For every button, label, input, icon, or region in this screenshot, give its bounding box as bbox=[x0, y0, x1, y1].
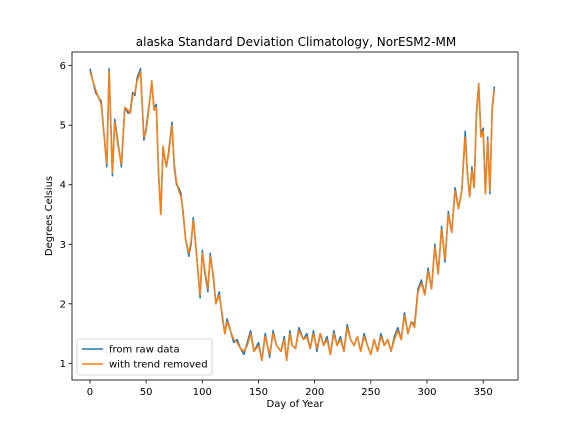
y-tick-label: 5 bbox=[60, 121, 66, 132]
chart-title: alaska Standard Deviation Climatology, N… bbox=[136, 35, 456, 49]
series-layer bbox=[89, 67, 496, 362]
legend-box bbox=[76, 338, 213, 376]
series-line-raw bbox=[89, 67, 496, 362]
plot-area bbox=[71, 51, 519, 381]
y-tick-label: 4 bbox=[60, 180, 66, 191]
x-tick-label: 150 bbox=[249, 387, 268, 398]
legend-label-raw: from raw data bbox=[109, 345, 180, 356]
legend-label-detrended: with trend removed bbox=[109, 360, 208, 371]
x-tick-label: 100 bbox=[193, 387, 212, 398]
legend: from raw data with trend removed bbox=[76, 338, 213, 376]
y-tick-label: 6 bbox=[60, 61, 66, 72]
series-line-detrended bbox=[89, 70, 496, 362]
x-tick-label: 0 bbox=[87, 387, 93, 398]
x-tick-label: 250 bbox=[361, 387, 380, 398]
y-tick-label: 1 bbox=[60, 359, 66, 370]
y-axis: 1 2 3 4 5 6 bbox=[60, 61, 72, 370]
x-tick-label: 200 bbox=[305, 387, 324, 398]
x-tick-label: 50 bbox=[140, 387, 153, 398]
y-axis-label: Degrees Celsius bbox=[44, 176, 55, 256]
y-tick-label: 2 bbox=[60, 299, 66, 310]
x-axis-label: Day of Year bbox=[267, 399, 325, 410]
y-tick-label: 3 bbox=[60, 240, 66, 251]
x-axis: 0 50 100 150 200 250 300 350 bbox=[87, 380, 493, 398]
x-tick-label: 300 bbox=[417, 387, 436, 398]
x-tick-label: 350 bbox=[474, 387, 493, 398]
